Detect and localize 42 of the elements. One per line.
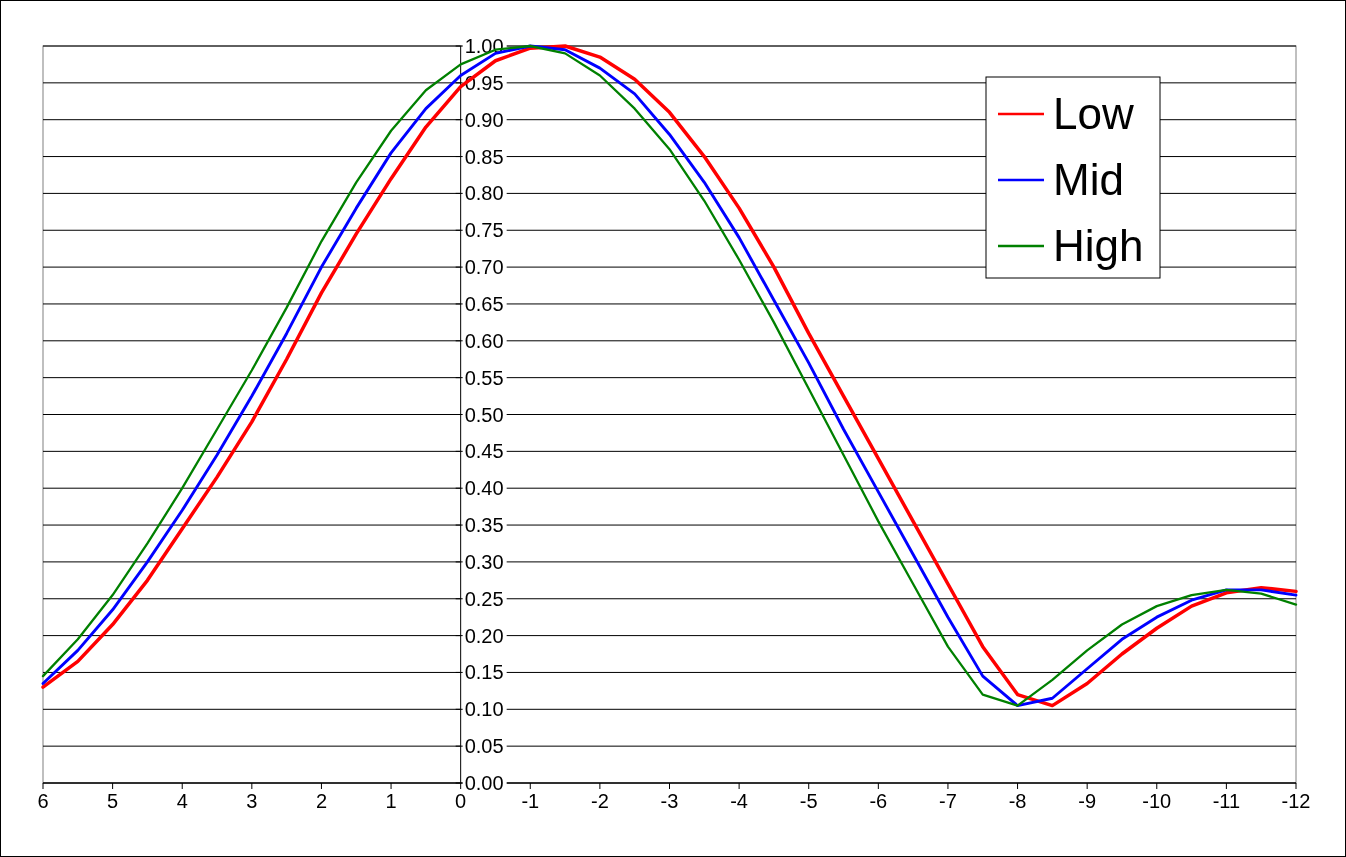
y-tick-label: 0.85 [464, 145, 504, 168]
x-tick-label: 5 [107, 790, 119, 812]
y-tick-label: 0.30 [464, 550, 504, 573]
y-tick-label: 0.05 [464, 735, 504, 758]
legend-label: High [1053, 221, 1144, 271]
x-tick-label: -1 [521, 790, 540, 812]
y-tick-label: 0.00 [464, 772, 504, 794]
x-tick-label: -2 [590, 790, 609, 812]
x-tick-label: -12 [1281, 790, 1311, 812]
y-tick-label: 0.65 [464, 292, 504, 315]
x-tick-label: -11 [1212, 790, 1241, 812]
x-tick-label: 1 [385, 790, 397, 812]
x-tick-label: -6 [869, 790, 888, 812]
y-tick-label: 0.90 [464, 108, 504, 131]
y-tick-label: 0.55 [464, 366, 504, 389]
x-tick-label: -10 [1142, 790, 1172, 812]
x-tick-label: -9 [1078, 790, 1097, 812]
y-tick-label: 0.70 [464, 256, 504, 279]
x-tick-label: 3 [246, 790, 258, 812]
x-tick-label: 0 [455, 790, 467, 812]
y-tick-label: 0.95 [464, 71, 504, 94]
x-tick-label: 6 [37, 790, 49, 812]
x-tick-label: -7 [939, 790, 957, 812]
x-tick-label: -3 [660, 790, 679, 812]
y-tick-label: 0.35 [464, 514, 504, 537]
legend-label: Low [1053, 89, 1134, 139]
y-tick-label: 0.45 [464, 440, 504, 463]
y-tick-label: 0.60 [464, 329, 504, 352]
y-tick-label: 0.80 [464, 182, 504, 205]
y-tick-label: 0.75 [464, 219, 504, 242]
y-tick-label: 0.25 [464, 587, 504, 610]
y-tick-label: 0.15 [464, 661, 504, 684]
y-tick-label: 0.50 [464, 403, 504, 426]
x-tick-label: -5 [799, 790, 818, 812]
y-tick-label: 0.40 [464, 477, 504, 500]
x-tick-label: 4 [176, 790, 188, 812]
legend-label: Mid [1053, 155, 1124, 205]
y-tick-label: 0.20 [464, 624, 504, 647]
x-tick-label: -4 [730, 790, 749, 812]
x-tick-label: 2 [315, 790, 328, 812]
y-tick-label: 0.10 [464, 698, 504, 721]
x-tick-label: -8 [1008, 790, 1027, 812]
